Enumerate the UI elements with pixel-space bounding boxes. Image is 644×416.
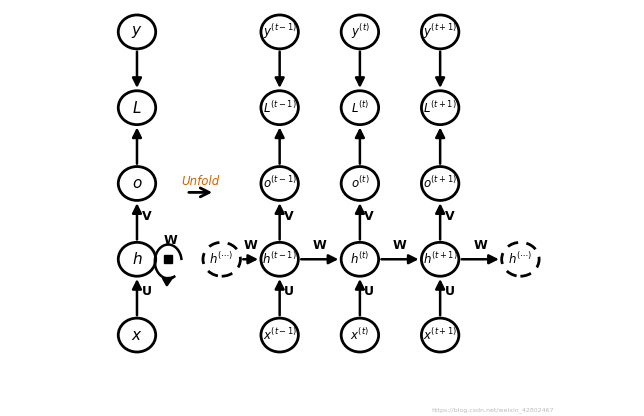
Text: $\mathit{L}^{(t-1)}$: $\mathit{L}^{(t-1)}$ — [263, 100, 296, 116]
Text: $\mathbf{W}$: $\mathbf{W}$ — [473, 239, 488, 253]
Ellipse shape — [261, 15, 298, 49]
Text: $\mathit{h}$: $\mathit{h}$ — [131, 251, 142, 267]
Text: $\mathbf{V}$: $\mathbf{V}$ — [363, 210, 375, 223]
Text: $\mathbf{U}$: $\mathbf{U}$ — [140, 285, 151, 298]
Text: $\mathit{L}^{(t)}$: $\mathit{L}^{(t)}$ — [351, 100, 369, 116]
Text: $\mathit{x}$: $\mathit{x}$ — [131, 327, 143, 342]
Ellipse shape — [118, 318, 156, 352]
Bar — [164, 255, 172, 263]
Text: $\mathit{o}$: $\mathit{o}$ — [131, 176, 142, 191]
Text: $\mathit{x}^{(t)}$: $\mathit{x}^{(t)}$ — [350, 327, 369, 343]
Ellipse shape — [341, 318, 379, 352]
Text: $\mathit{h}^{(t)}$: $\mathit{h}^{(t)}$ — [350, 251, 370, 267]
Ellipse shape — [261, 91, 298, 125]
Text: $\mathbf{V}$: $\mathbf{V}$ — [140, 210, 152, 223]
Text: Unfold: Unfold — [181, 175, 220, 188]
Ellipse shape — [421, 91, 459, 125]
Text: $\mathbf{U}$: $\mathbf{U}$ — [444, 285, 455, 298]
Text: $\mathit{h}^{(t-1)}$: $\mathit{h}^{(t-1)}$ — [262, 251, 297, 267]
Text: $\mathbf{V}$: $\mathbf{V}$ — [283, 210, 295, 223]
Text: $\mathbf{W}$: $\mathbf{W}$ — [312, 239, 327, 253]
Text: $\mathit{h}^{(\cdots)}$: $\mathit{h}^{(\cdots)}$ — [209, 251, 234, 267]
Ellipse shape — [502, 243, 539, 276]
Text: $\mathbf{U}$: $\mathbf{U}$ — [283, 285, 294, 298]
Ellipse shape — [421, 243, 459, 276]
Ellipse shape — [203, 243, 240, 276]
Ellipse shape — [261, 166, 298, 201]
Text: $\mathit{L}^{(t+1)}$: $\mathit{L}^{(t+1)}$ — [423, 100, 457, 116]
Ellipse shape — [118, 243, 156, 276]
Ellipse shape — [261, 243, 298, 276]
Text: $\mathit{x}^{(t+1)}$: $\mathit{x}^{(t+1)}$ — [423, 327, 457, 343]
Text: $\mathit{x}^{(t-1)}$: $\mathit{x}^{(t-1)}$ — [263, 327, 297, 343]
Text: $\mathbf{W}$: $\mathbf{W}$ — [243, 239, 258, 253]
Ellipse shape — [118, 91, 156, 125]
Text: $\mathit{y}^{(t)}$: $\mathit{y}^{(t)}$ — [350, 22, 369, 41]
Text: $\mathit{y}^{(t-1)}$: $\mathit{y}^{(t-1)}$ — [263, 22, 297, 41]
Text: $\mathit{o}^{(t)}$: $\mathit{o}^{(t)}$ — [350, 176, 369, 191]
Text: $\mathit{h}^{(\cdots)}$: $\mathit{h}^{(\cdots)}$ — [508, 251, 533, 267]
Text: $\mathbf{W}$: $\mathbf{W}$ — [392, 239, 408, 253]
Text: $\mathit{L}$: $\mathit{L}$ — [132, 100, 142, 116]
Ellipse shape — [118, 15, 156, 49]
Ellipse shape — [421, 166, 459, 201]
Text: $\mathbf{V}$: $\mathbf{V}$ — [444, 210, 455, 223]
Ellipse shape — [421, 318, 459, 352]
Text: $\mathit{h}^{(t+1)}$: $\mathit{h}^{(t+1)}$ — [422, 251, 457, 267]
Ellipse shape — [341, 15, 379, 49]
Ellipse shape — [118, 166, 156, 201]
Ellipse shape — [421, 15, 459, 49]
Ellipse shape — [341, 243, 379, 276]
Ellipse shape — [341, 166, 379, 201]
Text: $\mathbf{W}$: $\mathbf{W}$ — [163, 234, 178, 247]
Text: $\mathbf{U}$: $\mathbf{U}$ — [363, 285, 374, 298]
Text: https://blog.csdn.net/weixin_42802467: https://blog.csdn.net/weixin_42802467 — [431, 407, 554, 413]
Text: $\mathit{o}^{(t+1)}$: $\mathit{o}^{(t+1)}$ — [423, 176, 457, 191]
Ellipse shape — [341, 91, 379, 125]
Text: $\mathit{o}^{(t-1)}$: $\mathit{o}^{(t-1)}$ — [263, 176, 297, 191]
Text: $\mathit{y}^{(t+1)}$: $\mathit{y}^{(t+1)}$ — [423, 22, 457, 41]
Text: $\mathit{y}$: $\mathit{y}$ — [131, 24, 143, 40]
Ellipse shape — [261, 318, 298, 352]
